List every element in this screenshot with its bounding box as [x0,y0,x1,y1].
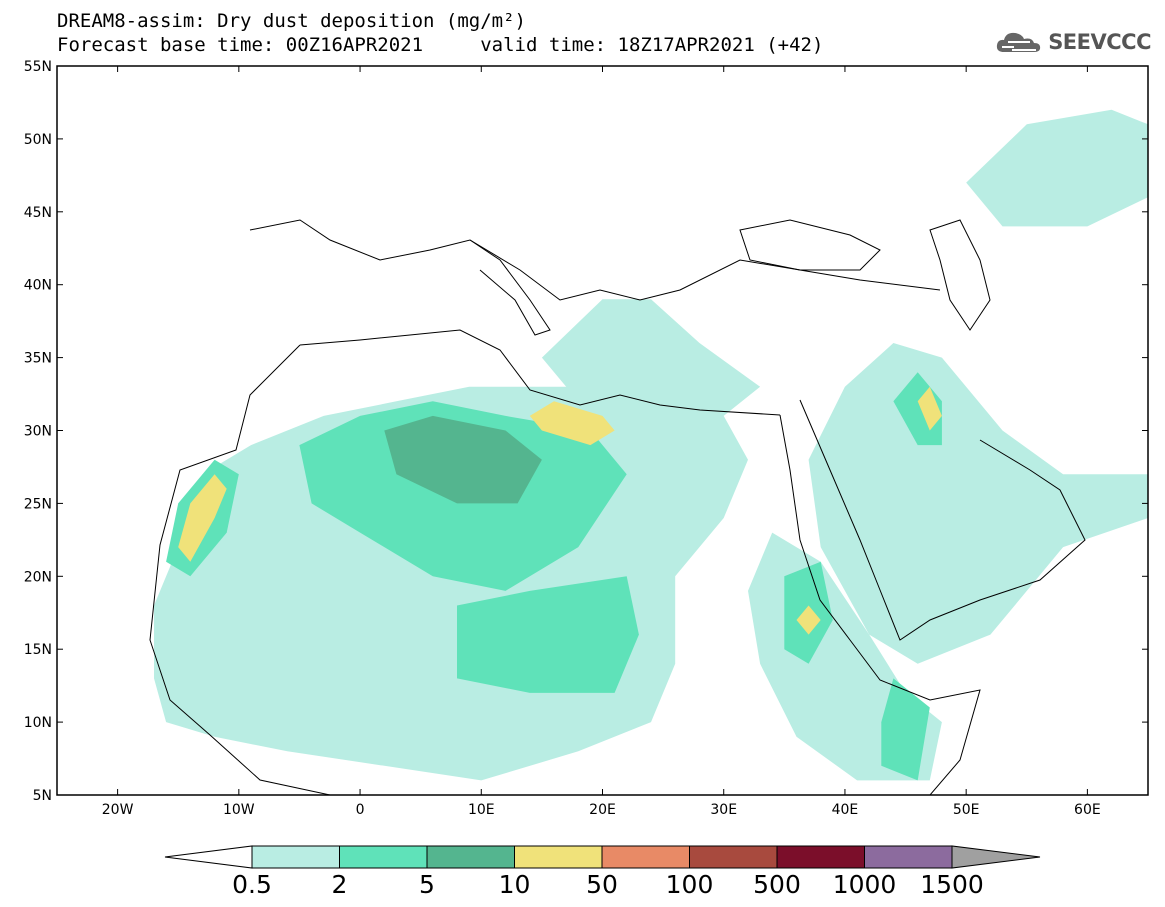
dust-region-arabia-gulf [808,343,1148,664]
colorbar-label: 500 [753,870,801,899]
colorbar-label: 1000 [833,870,897,899]
colorbar-label: 2 [332,870,348,899]
dust-region-morocco-hot [178,474,227,562]
colorbar-swatch [426,845,515,869]
africa-coastline [149,344,331,795]
colorbar-swatch [689,845,778,869]
colorbar-swatch [339,845,428,869]
colorbar-label: 10 [499,870,531,899]
dust-region-horn-africa [881,678,930,781]
arabia-coastline [799,399,1086,641]
colorbar-over-arrow [951,845,1041,869]
latitude-axis: 55N 50N 45N 40N 35N 30N 25N 20N 15N 10N 5N [24,59,1148,804]
lon-tick-label: 40E [832,802,859,818]
caspian-coastline [929,219,991,331]
colorbar-label: 1500 [920,870,984,899]
lon-tick-label: 10E [468,802,495,818]
lon-tick-label: 30E [710,802,737,818]
map-title: DREAM8-assim: Dry dust deposition (mg/m²… [57,10,526,32]
lat-tick-label: 15N [24,642,52,658]
lon-tick-label: 10W [223,802,255,818]
colorbar-swatch [776,845,865,869]
lat-tick-label: 35N [24,351,52,367]
north-africa-coastline [299,329,781,416]
lon-tick-label: 20E [589,802,616,818]
cloud-icon [997,32,1041,52]
europe-coastline [249,219,941,301]
lat-tick-label: 40N [24,278,52,294]
lon-tick-label: 20W [102,802,134,818]
dust-region-eritrea-hot [796,605,821,635]
dust-region-chad-sudan [457,576,639,693]
dust-region-caspian-central-asia [966,109,1148,227]
black-sea-coastline [739,219,881,271]
longitude-axis: 20W 10W 0 10E 20E 30E 40E 50E 60E [102,66,1101,818]
colorbar-swatch [514,845,603,869]
lat-tick-label: 5N [33,788,52,804]
colorbar: 0.5 2 5 10 50 100 500 1000 1500 [164,845,1041,899]
dust-region-libya-core [384,415,542,504]
dust-region-mediterranean-aegean [541,299,761,416]
logo-text: SEEVCCC [1048,30,1151,54]
italy-coastline [469,239,551,336]
colorbar-swatch [864,845,953,869]
colorbar-label: 5 [419,870,435,899]
forecast-time-line: Forecast base time: 00Z16APR2021 valid t… [57,34,824,56]
lon-tick-label: 0 [356,802,365,818]
lat-tick-label: 50N [24,132,52,148]
seevccc-logo: SEEVCCC [994,28,1151,56]
red-sea-west-coastline [779,414,981,795]
colorbar-swatch [601,845,690,869]
lon-tick-label: 60E [1074,802,1101,818]
dust-region-kuwait-hot [917,386,942,431]
colorbar-swatch [251,845,340,869]
lat-tick-label: 45N [24,205,52,221]
lat-tick-label: 55N [24,59,52,75]
lat-tick-label: 20N [24,569,52,585]
dust-region-libya-coast-hot [529,401,615,446]
colorbar-label: 50 [586,870,618,899]
colorbar-under-arrow [164,845,253,869]
coastlines [149,219,1086,795]
colorbar-label: 100 [666,870,714,899]
lon-tick-label: 50E [953,802,980,818]
lat-tick-label: 25N [24,496,52,512]
colorbar-label: 0.5 [232,870,272,899]
lat-tick-label: 10N [24,715,52,731]
lat-tick-label: 30N [24,424,52,440]
dust-regions [154,109,1148,781]
